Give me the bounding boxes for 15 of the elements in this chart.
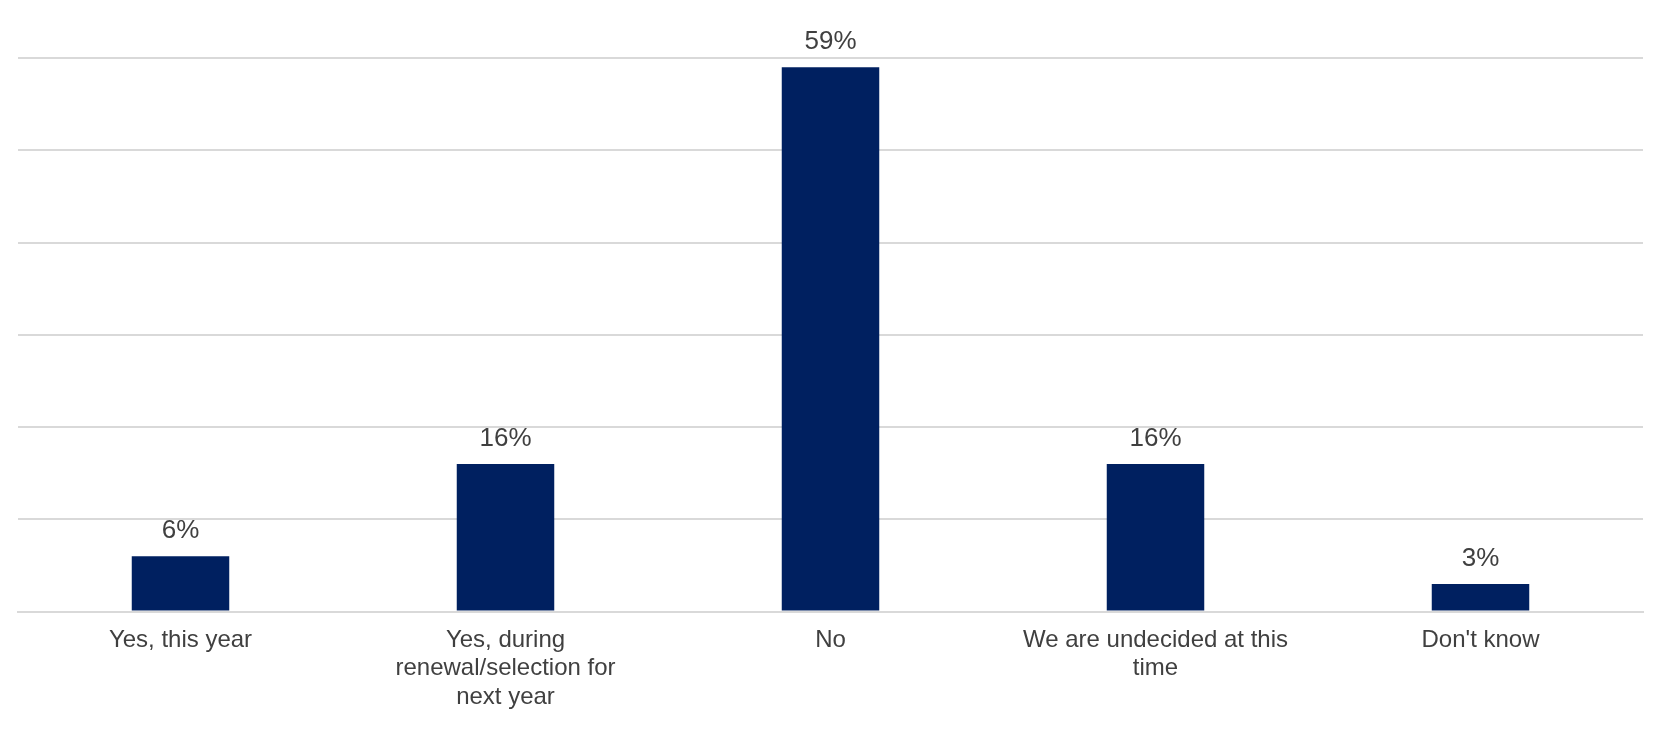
x-tick-label: Don't know [1421, 624, 1541, 652]
bar [781, 67, 880, 611]
bar [456, 463, 555, 611]
x-tick-label: We are undecided at this time [1022, 624, 1289, 681]
data-label: 16% [479, 422, 532, 453]
data-label: 59% [804, 25, 857, 56]
bar [1106, 463, 1205, 611]
x-tick-label: Yes, this year [108, 624, 253, 652]
x-tick-label: No [815, 624, 846, 652]
bar [131, 556, 230, 611]
data-label: 16% [1129, 422, 1182, 453]
data-label: 6% [161, 514, 200, 545]
bar [1431, 583, 1530, 611]
x-tick-label: Yes, during renewal/selection for next year [395, 624, 616, 710]
data-label: 3% [1461, 542, 1500, 573]
